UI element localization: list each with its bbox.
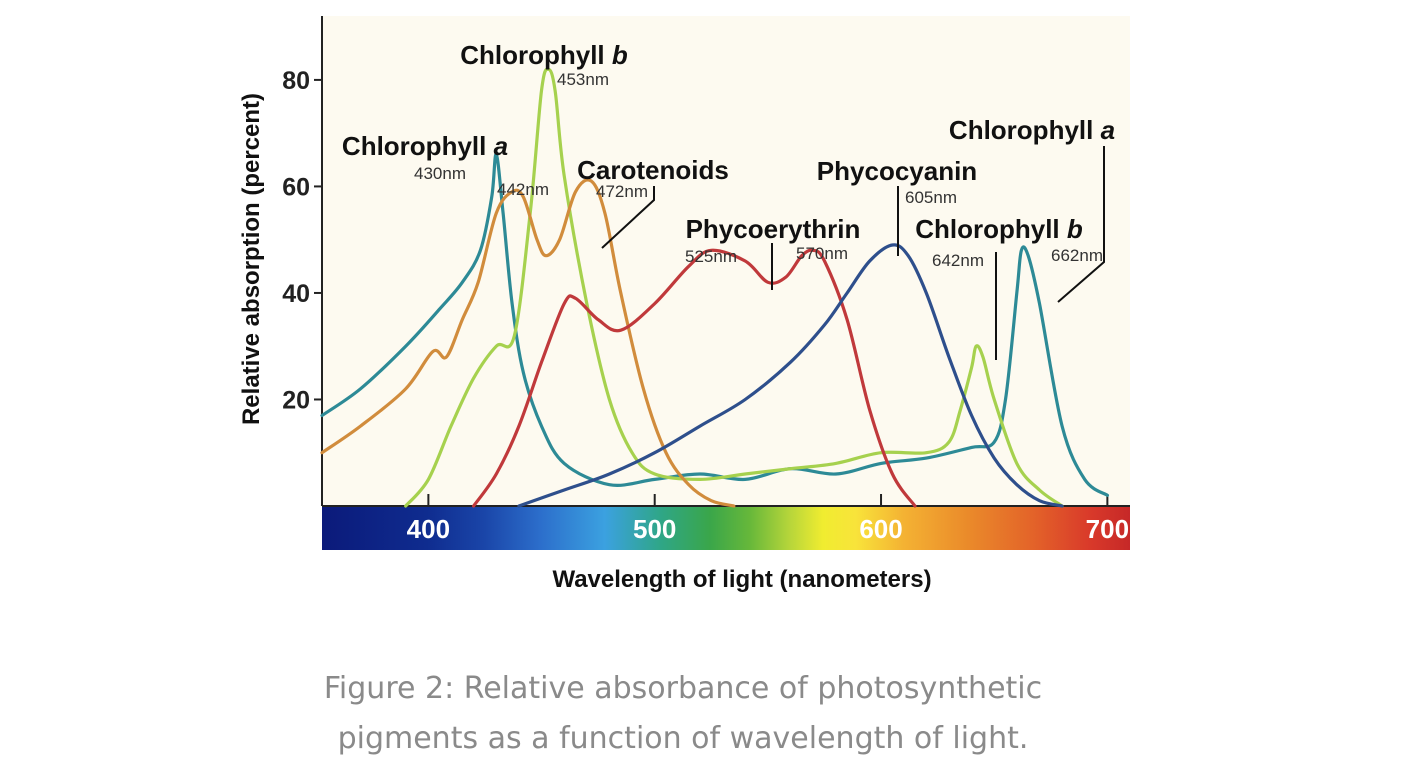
series-line-phycocyanin <box>517 243 1064 508</box>
pigment-label: Phycocyanin <box>817 156 977 186</box>
series-line-carotenoids <box>320 178 736 508</box>
peak-wavelength-label: 472nm <box>596 182 648 201</box>
series-line-phycoerythrin <box>472 248 917 508</box>
x-axis-label: Wavelength of light (nanometers) <box>552 566 931 593</box>
series-line-chlorophyll-b <box>404 67 1064 508</box>
pigment-label: Chlorophyll a <box>949 115 1115 145</box>
pigment-label: Chlorophyll b <box>915 214 1083 244</box>
peak-wavelength-label: 662nm <box>1051 246 1103 265</box>
peak-wavelength-label: 570nm <box>796 244 848 263</box>
leader-lines <box>601 146 1105 360</box>
spectrum-bar <box>322 506 1130 550</box>
peak-wavelength-label: 453nm <box>557 70 609 89</box>
y-tick-label: 20 <box>282 386 310 414</box>
curves <box>320 67 1109 508</box>
axes: 20 40 60 80 400 500 600 700 <box>282 16 1130 544</box>
peak-wavelength-label: 605nm <box>905 188 957 207</box>
peak-wavelength-label: 430nm <box>414 164 466 183</box>
y-axis-label: Relative absorption (percent) <box>238 93 265 425</box>
x-tick-label: 600 <box>859 514 902 544</box>
figure-caption-line-2: pigments as a function of wavelength of … <box>337 721 1029 756</box>
y-tick-label: 40 <box>282 280 310 308</box>
peak-wavelength-label: 442nm <box>497 180 549 199</box>
x-tick-label: 700 <box>1086 514 1129 544</box>
leader-line <box>1057 146 1105 303</box>
pigment-label: Chlorophyll b <box>460 40 628 70</box>
peak-wavelength-label: 642nm <box>932 251 984 270</box>
series-line-chlorophyll-a <box>320 152 1109 497</box>
pigment-label: Carotenoids <box>577 155 729 185</box>
y-tick-label: 60 <box>282 173 310 201</box>
leader-line <box>601 186 655 249</box>
pigment-label: Chlorophyll a <box>342 131 508 161</box>
figure-caption-line-1: Figure 2: Relative absorbance of photosy… <box>323 671 1043 706</box>
x-tick-label: 500 <box>633 514 676 544</box>
y-tick-label: 80 <box>282 67 310 95</box>
x-tick-label: 400 <box>407 514 450 544</box>
peak-wavelength-label: 525nm <box>685 247 737 266</box>
pigment-label: Phycoerythrin <box>686 214 861 244</box>
